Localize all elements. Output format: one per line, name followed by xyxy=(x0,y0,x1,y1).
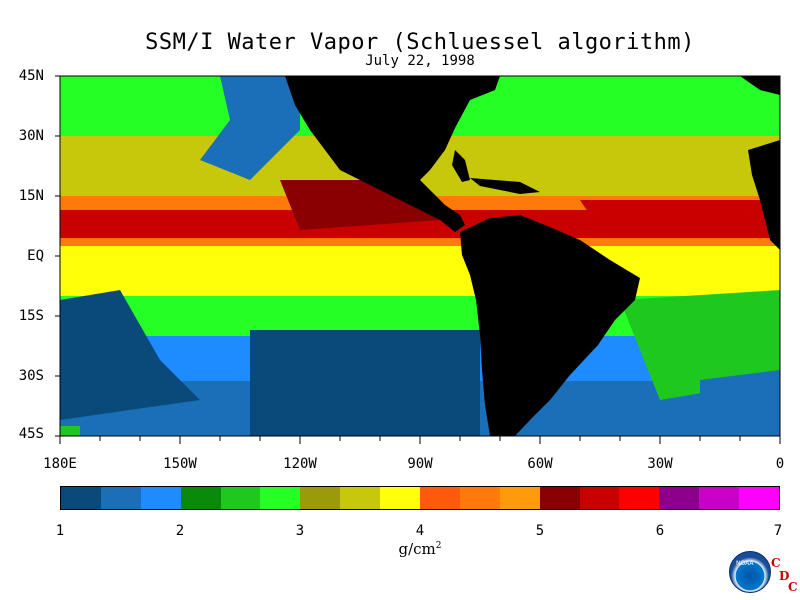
eastern-pacific-dry xyxy=(200,76,300,180)
greater-antilles xyxy=(470,178,540,194)
colorbar-swatch xyxy=(260,487,301,509)
colorbar-swatch xyxy=(61,487,101,509)
map-date: July 22, 1998 xyxy=(365,53,475,69)
southeast-pacific-dry xyxy=(250,330,480,436)
colorbar-swatch xyxy=(459,487,500,509)
europe-edge xyxy=(740,76,780,95)
florida xyxy=(452,150,470,182)
colorbar-tick-5: 5 xyxy=(535,523,545,539)
lat-label-15n: 15N xyxy=(18,188,44,204)
map-title: SSM/I Water Vapor (Schluessel algorithm) xyxy=(145,30,695,55)
colorbar-tick-6: 6 xyxy=(655,523,665,539)
colorbar-swatch xyxy=(619,487,660,509)
lat-label-30n: 30N xyxy=(18,128,44,144)
lon-label-60w: 60W xyxy=(527,456,553,472)
colorbar-swatch xyxy=(300,487,341,509)
units-text: g/cm xyxy=(398,540,436,558)
africa-edge xyxy=(748,140,780,250)
lon-label-120w: 120W xyxy=(283,456,317,472)
lon-ticks xyxy=(59,436,781,444)
colorbar-tick-7: 7 xyxy=(773,523,783,539)
lat-label-45n: 45N xyxy=(18,68,44,84)
south-america xyxy=(460,215,640,436)
units-exponent: 2 xyxy=(435,541,442,551)
noaa-logo-icon xyxy=(729,551,771,593)
lon-label-150w: 150W xyxy=(163,456,197,472)
south-pacific-dry xyxy=(60,290,200,420)
cdc-letter-c2: C xyxy=(788,580,798,594)
colorbar-swatch xyxy=(420,487,460,509)
colorbar-swatch xyxy=(739,487,780,509)
colorbar-units: g/cm2 xyxy=(0,540,800,558)
lon-label-90w: 90W xyxy=(407,456,433,472)
lat-label-eq: EQ xyxy=(27,248,44,264)
lon-label-30w: 30W xyxy=(647,456,673,472)
south-atlantic-dry xyxy=(700,370,780,436)
band-south-tropic xyxy=(60,246,780,296)
colorbar-swatch xyxy=(380,487,421,509)
colorbar-tick-2: 2 xyxy=(175,523,185,539)
atlantic-itcz xyxy=(580,200,780,230)
lat-ticks xyxy=(55,75,60,437)
colorbar-swatch xyxy=(539,487,580,509)
map-field xyxy=(60,76,780,436)
lat-label-30s: 30S xyxy=(18,368,44,384)
south-atlantic-moist xyxy=(620,290,780,400)
lat-label-15s: 15S xyxy=(18,308,44,324)
colorbar-swatch xyxy=(499,487,540,509)
colorbar-tick-1: 1 xyxy=(55,523,65,539)
lon-label-180e: 180E xyxy=(43,456,77,472)
cdc-letter-c1: C xyxy=(771,556,781,570)
colorbar-swatch xyxy=(180,487,221,509)
lat-label-45s: 45S xyxy=(18,426,44,442)
north-america xyxy=(285,76,500,232)
colorbar-tick-4: 4 xyxy=(415,523,425,539)
colorbar-swatch xyxy=(579,487,620,509)
colorbar-swatch xyxy=(340,487,381,509)
lon-label-0: 0 xyxy=(775,456,785,472)
colorbar-swatch xyxy=(220,487,261,509)
noaa-logo-text: NOAA xyxy=(736,560,754,567)
cdc-letter-d: D xyxy=(779,569,790,583)
colorbar-swatch xyxy=(659,487,700,509)
corner-moist xyxy=(60,426,80,436)
colorbar-tick-3: 3 xyxy=(295,523,305,539)
colorbar xyxy=(60,486,780,510)
colorbar-swatch xyxy=(140,487,181,509)
colorbar-swatch xyxy=(100,487,141,509)
colorbar-swatch xyxy=(699,487,740,509)
